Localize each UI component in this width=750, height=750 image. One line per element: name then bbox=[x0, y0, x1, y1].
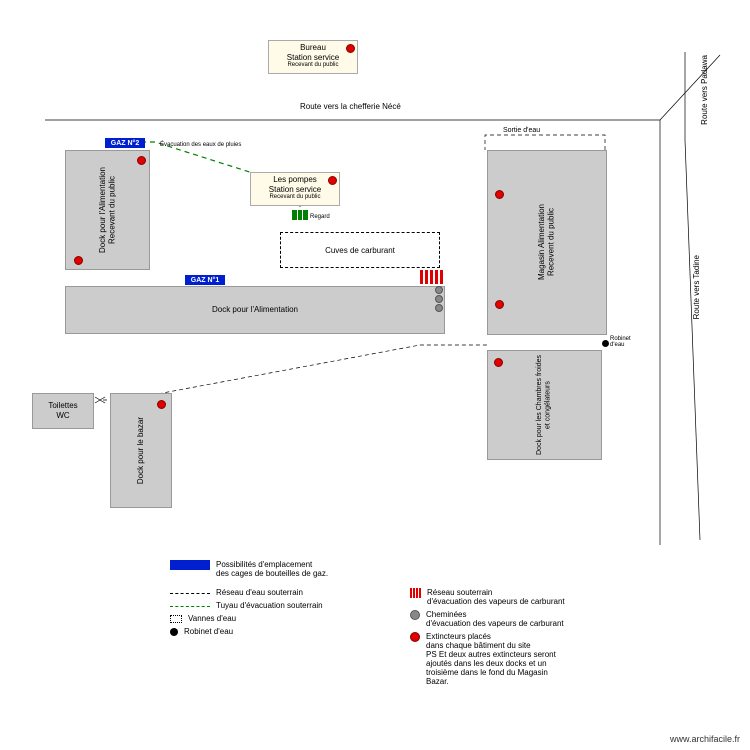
extinguisher-dot bbox=[494, 358, 503, 367]
legend-blue-text: Possibilités d'emplacement des cages de … bbox=[216, 560, 328, 578]
pompes-line3: Recevant du public bbox=[253, 194, 337, 201]
chimney-icon bbox=[435, 295, 443, 303]
road-right-lower: Route vers Tadine bbox=[692, 255, 701, 319]
road-right-upper: Route vers Padawa bbox=[700, 55, 709, 125]
road-top: Route vers la chefferie Nécé bbox=[300, 102, 401, 111]
legend-ext-text: Extincteurs placés dans chaque bâtiment … bbox=[426, 632, 556, 686]
legend-redstripes-text: Réseau souterrain d'évacuation des vapeu… bbox=[427, 588, 565, 606]
extinguisher-dot bbox=[137, 156, 146, 165]
pompes-line2: Station service bbox=[253, 185, 337, 195]
extinguisher-dot bbox=[495, 300, 504, 309]
legend-robinet-text: Robinet d'eau bbox=[184, 627, 233, 636]
legend-valve: Vannes d'eau bbox=[170, 614, 370, 623]
dock-chambres-label: Dock pour les Chambres froides et congél… bbox=[536, 355, 553, 455]
site-plan-canvas: Route vers la chefferie Nécé Route vers … bbox=[0, 0, 750, 750]
extinguisher-dot bbox=[495, 190, 504, 199]
water-tap bbox=[602, 340, 609, 347]
extinguisher-dot bbox=[74, 256, 83, 265]
legend-black-dot: Robinet d'eau bbox=[170, 627, 370, 636]
toilettes: Toilettes WC bbox=[32, 393, 94, 429]
swatch-blue bbox=[170, 560, 210, 570]
pompes-line1: Les pompes bbox=[253, 175, 337, 185]
dock-bazar: Dock pour le bazar bbox=[110, 393, 172, 508]
swatch-green-dash bbox=[170, 606, 210, 607]
dock-alim-1: Dock pour l'Alimentation Recevant du pub… bbox=[65, 150, 150, 270]
gaz-1: GAZ N°1 bbox=[185, 275, 225, 285]
swatch-red bbox=[410, 632, 420, 642]
robinet-label: Robinet d'eau bbox=[610, 336, 631, 348]
watermark: www.archifacile.fr bbox=[670, 734, 740, 744]
swatch-black bbox=[170, 628, 178, 636]
swatch-dash bbox=[170, 593, 210, 594]
sortie-eau-label: Sortie d'eau bbox=[503, 127, 540, 134]
legend-tuyau-text: Tuyau d'évacuation souterrain bbox=[216, 601, 323, 610]
dock-alim-1-label: Dock pour l'Alimentation Recevant du pub… bbox=[98, 167, 117, 253]
cuves-carburant: Cuves de carburant bbox=[280, 232, 440, 268]
bureau-line3: Recevant du public bbox=[271, 62, 355, 69]
dock-alim-2-label: Dock pour l'Alimentation bbox=[212, 305, 298, 315]
legend-reseau-text: Réseau d'eau souterrain bbox=[216, 588, 303, 597]
swatch-grey bbox=[410, 610, 420, 620]
regard bbox=[292, 210, 308, 220]
bureau-station: Bureau Station service Recevant du publi… bbox=[268, 40, 358, 74]
gaz-2: GAZ N°2 bbox=[105, 138, 145, 148]
legend-dash: Réseau d'eau souterrain bbox=[170, 588, 370, 597]
toilettes-label: Toilettes WC bbox=[48, 401, 77, 420]
legend: Possibilités d'emplacement des cages de … bbox=[170, 560, 670, 690]
legend-blue: Possibilités d'emplacement des cages de … bbox=[170, 560, 670, 578]
extinguisher-dot bbox=[346, 44, 355, 53]
legend-green-dash: Tuyau d'évacuation souterrain bbox=[170, 601, 370, 610]
extinguisher-dot bbox=[328, 176, 337, 185]
dock-chambres: Dock pour les Chambres froides et congél… bbox=[487, 350, 602, 460]
legend-extinguisher: Extincteurs placés dans chaque bâtiment … bbox=[410, 632, 640, 686]
legend-chimney: Cheminées d'évacuation des vapeurs de ca… bbox=[410, 610, 640, 628]
bureau-line2: Station service bbox=[271, 53, 355, 63]
legend-cheminees-text: Cheminées d'évacuation des vapeurs de ca… bbox=[426, 610, 564, 628]
legend-vannes-text: Vannes d'eau bbox=[188, 614, 236, 623]
chimney-icon bbox=[435, 286, 443, 294]
chimney-icon bbox=[435, 304, 443, 312]
magasin-label: Magasin Alimentation Recevent du public bbox=[537, 204, 556, 280]
magasin-alimentation: Magasin Alimentation Recevent du public bbox=[487, 150, 607, 335]
extinguisher-dot bbox=[157, 400, 166, 409]
regard-label: Regard bbox=[310, 214, 330, 220]
dock-alim-2: Dock pour l'Alimentation bbox=[65, 286, 445, 334]
red-stripes bbox=[420, 270, 443, 284]
swatch-valve bbox=[170, 615, 182, 623]
pompes-station: Les pompes Station service Recevant du p… bbox=[250, 172, 340, 206]
legend-red-stripes: Réseau souterrain d'évacuation des vapeu… bbox=[410, 588, 640, 606]
bureau-line1: Bureau bbox=[271, 43, 355, 53]
evac-pluie-label: Évacuation des eaux de pluies bbox=[160, 142, 241, 148]
dock-bazar-label: Dock pour le bazar bbox=[136, 417, 146, 484]
